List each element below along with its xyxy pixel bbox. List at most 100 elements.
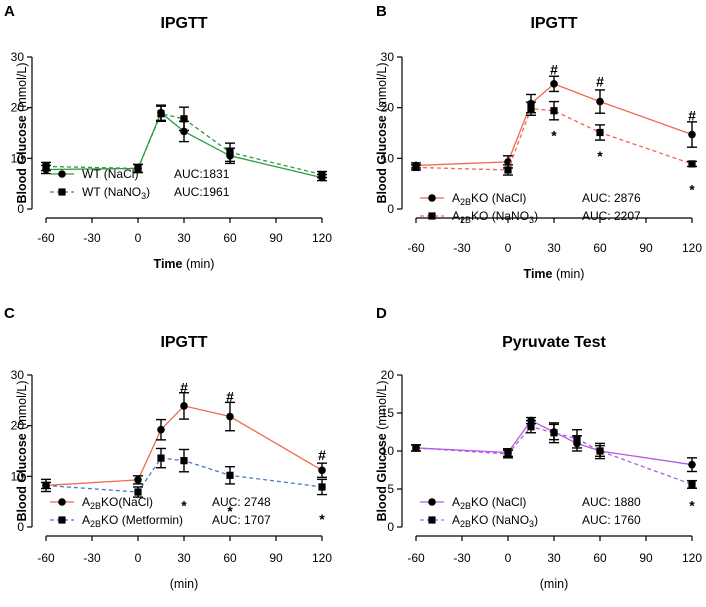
chart-c-y-tick-label: 0 — [17, 520, 24, 534]
chart-a-series-2-point — [180, 115, 188, 123]
chart-c-x-tick-label: -30 — [83, 551, 101, 565]
chart-b-x-tick-label: -60 — [407, 241, 425, 255]
chart-b-legend-item-1: A2BKO (NaCl) AUC: 2876 — [420, 191, 641, 207]
chart-a-x-label: Time (min) — [154, 257, 215, 271]
chart-c-significance-mark: * — [227, 503, 233, 519]
chart-b-series-2-point — [412, 163, 420, 172]
chart-b-series-1-point — [688, 130, 696, 139]
chart-c-series-2-point — [180, 457, 188, 465]
chart-d-x-tick-label: 30 — [547, 551, 561, 565]
chart-d-series-2-point — [527, 423, 535, 431]
chart-c-significance-mark: # — [226, 388, 234, 404]
chart-a-series-2-line — [45, 112, 323, 176]
chart-b-significance-mark: * — [551, 128, 557, 144]
chart-d-panel-letter: D — [376, 305, 387, 322]
chart-b-series-2-point — [550, 107, 558, 115]
chart-c-series-1-point — [134, 476, 142, 484]
chart-a-legend-item-1-marker — [58, 170, 66, 178]
chart-b-series-2-point — [504, 166, 512, 174]
chart-b-significance-mark: * — [597, 148, 603, 164]
chart-a-series-2-point — [42, 162, 50, 171]
chart-b-y-tick-label: 0 — [387, 202, 394, 216]
chart-c-legend-item-2-label: A2BKO (Metformin) — [82, 513, 183, 529]
chart-b-title: IPGTT — [530, 15, 577, 32]
chart-c-y-tick-label: 30 — [11, 368, 25, 382]
chart-c-x-tick-label: 0 — [135, 551, 142, 565]
chart-a-y-tick-label: 20 — [11, 101, 25, 115]
chart-c-legend-item-2-auc: AUC: 1707 — [212, 513, 271, 527]
chart-c-y-tick-label: 20 — [11, 419, 25, 433]
chart-d-legend-item-2: A2BKO (NaNO3) AUC: 1760 — [420, 513, 641, 529]
chart-c-x-tick-label: 60 — [223, 551, 237, 565]
chart-c-series-2-point — [42, 481, 50, 490]
chart-d-x-tick-label: 120 — [682, 551, 702, 565]
chart-c-series-2-point — [318, 483, 326, 491]
chart-a-legend-item-2-auc: AUC:1961 — [174, 185, 230, 199]
chart-c-y-tick-label: 10 — [11, 469, 25, 483]
chart-d-x-tick-label: -30 — [453, 551, 471, 565]
chart-b-panel-letter: B — [376, 3, 387, 20]
chart-d-legend-item-1-auc: AUC: 1880 — [582, 495, 641, 509]
chart-d-series-2 — [411, 419, 697, 489]
chart-c-series-1-point — [180, 402, 188, 410]
chart-d-significance-mark: * — [689, 498, 695, 514]
chart-d-title: Pyruvate Test — [502, 334, 606, 351]
chart-b-series-2-point — [596, 128, 604, 137]
chart-a-y-tick-label: 10 — [11, 151, 25, 165]
chart-d-series-2-point — [596, 447, 604, 455]
chart-d-y-tick-label: 0 — [387, 520, 394, 534]
chart-a-y-label: Blood Glucose (mmol/L) — [15, 63, 29, 204]
chart-a-legend-item-1-label: WT (NaCl) — [82, 167, 138, 181]
chart-c-y-label: Blood Glucose (mmol/L) — [15, 381, 29, 522]
chart-c-series-2 — [41, 447, 327, 498]
chart-d-legend-item-2-auc: AUC: 1760 — [582, 513, 641, 527]
chart-c: C IPGTT 0 10 20 30 -60 -30 0 30 60 90 120 Blood Gluco… — [4, 305, 332, 591]
chart-c-legend-item-1-auc: AUC: 2748 — [212, 495, 271, 509]
chart-b-significance-mark: * — [689, 182, 695, 198]
chart-b-legend-item-2-marker — [428, 212, 436, 220]
chart-c-significance-mark: # — [318, 447, 326, 463]
chart-a-x-tick-label: -60 — [37, 231, 55, 245]
chart-d-y-tick-label: 10 — [381, 444, 395, 458]
chart-b-y-tick-label: 20 — [381, 101, 395, 115]
chart-a: A IPGTT 0 10 20 30 -60 -30 0 30 60 90 120 Blood Gluco… — [4, 3, 332, 271]
chart-b-y-tick-label: 30 — [381, 50, 395, 64]
chart-b-series-1 — [411, 75, 697, 170]
chart-d-x-tick-label: 0 — [505, 551, 512, 565]
chart-d-y-label: Blood Glucose (mmol/L) — [375, 381, 389, 522]
chart-d-x-label: (min) — [540, 577, 568, 591]
chart-a-series-1-point — [180, 127, 188, 136]
chart-a-legend-item-1-auc: AUC:1831 — [174, 167, 230, 181]
chart-a-title: IPGTT — [160, 15, 207, 32]
chart-b-series-1-point — [550, 80, 558, 88]
chart-c-series-1-line — [45, 405, 323, 487]
chart-c-panel-letter: C — [4, 305, 15, 322]
chart-b-legend-item-1-label: A2BKO (NaCl) — [452, 191, 526, 207]
chart-b-series-2-point — [527, 105, 535, 113]
chart-b-legend-item-1-auc: AUC: 2876 — [582, 191, 641, 205]
chart-b-y-label: Blood Glucose (mmol/L) — [375, 63, 389, 204]
chart-a-x-tick-label: -30 — [83, 231, 101, 245]
chart-b-series-1-point — [596, 97, 604, 106]
chart-c-series-2-point — [157, 454, 165, 462]
chart-d-series-2-point — [550, 429, 558, 437]
chart-b-legend-item-2-label: A2BKO (NaNO3) — [452, 209, 538, 225]
chart-b-series-2 — [411, 100, 697, 176]
chart-b-legend-item-1-marker — [428, 194, 436, 202]
chart-c-series-1-point — [318, 466, 326, 475]
chart-a-x-tick-label: 30 — [177, 231, 191, 245]
chart-b-x-tick-label: 0 — [505, 241, 512, 255]
chart-a-x-tick-label: 60 — [223, 231, 237, 245]
chart-c-legend-item-2-marker — [58, 516, 66, 524]
chart-c-legend-item-1-label: A2BKO(NaCl) — [82, 495, 153, 511]
chart-d-x-tick-label: 60 — [593, 551, 607, 565]
chart-b-significance-mark: # — [596, 73, 604, 89]
chart-b-y-tick-label: 10 — [381, 151, 395, 165]
chart-d-y-tick-label: 20 — [381, 368, 395, 382]
chart-a-x-tick-label: 0 — [135, 231, 142, 245]
chart-a-series-2-point — [157, 110, 165, 118]
chart-d: D Pyruvate Test 0 5 10 15 20 -60 -30 0 30 60 90 120 Bl… — [375, 305, 702, 591]
chart-c-x-tick-label: 90 — [269, 551, 283, 565]
